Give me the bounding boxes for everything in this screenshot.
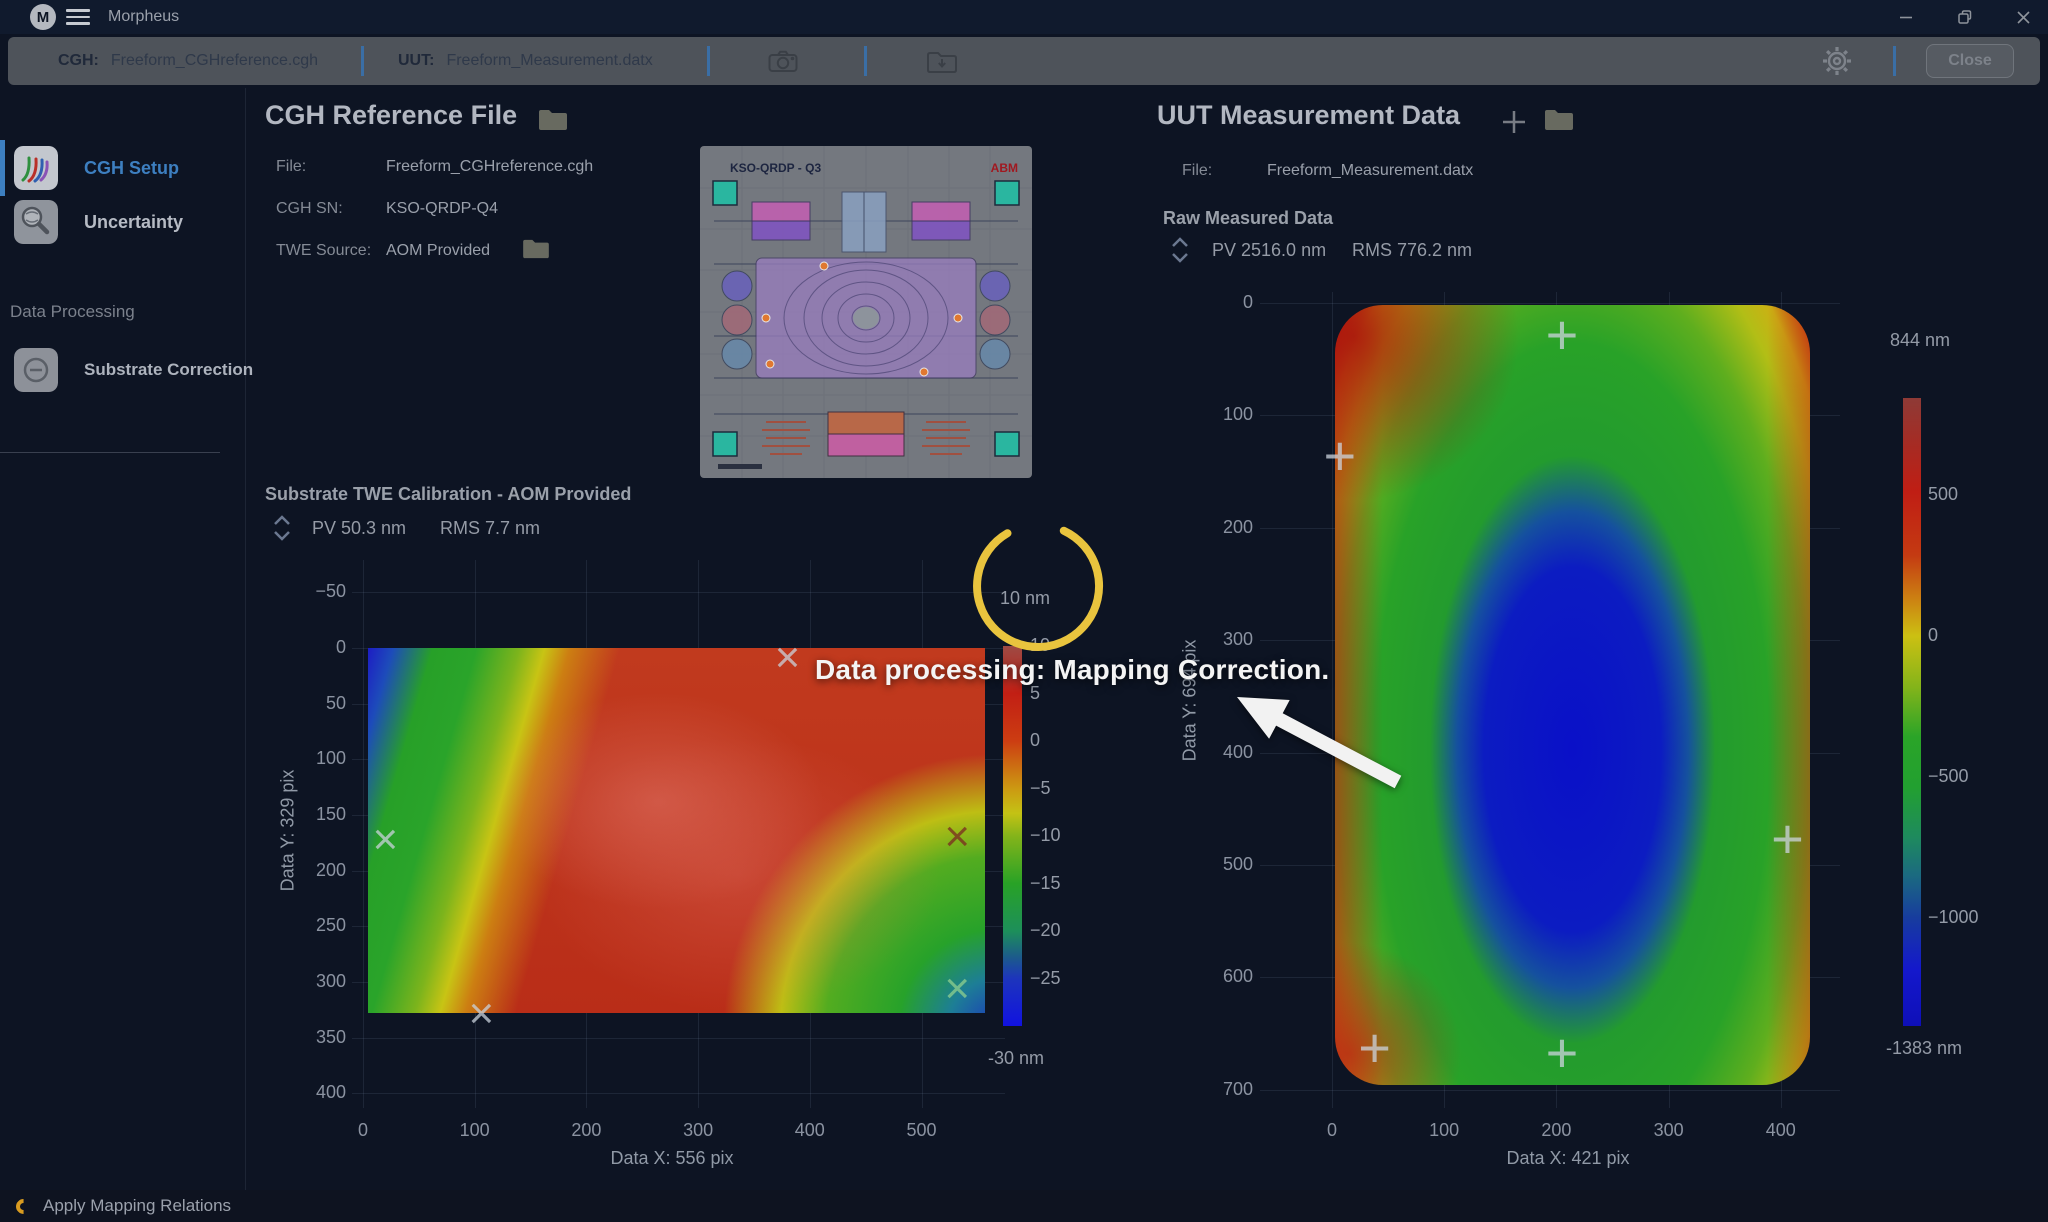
gridline-horizontal [1260,303,1840,304]
sidebar-section-label: Data Processing [10,302,135,321]
settings-button[interactable] [1820,37,1854,85]
sidebar-item-substrate-correction[interactable]: Substrate Correction [14,348,253,392]
sidebar-item-uncertainty[interactable]: Uncertainty [14,200,183,244]
left-colorbar-max-label: 10 nm [999,588,1050,608]
hamburger-menu-icon[interactable] [66,9,90,25]
sidebar-item-label: CGH Setup [84,157,180,178]
sidebar-divider [245,88,246,1190]
cgh-file-chip[interactable]: CGH: Freeform_CGHreference.cgh [58,37,318,85]
toolbar-separator [361,46,364,76]
toolbar-separator [1893,46,1896,76]
toolbar: CGH: Freeform_CGHreference.cgh UUT: Free… [8,37,2040,85]
gridline-horizontal [352,1093,1005,1095]
right-plot-xlabel: Data X: 421 pix [1506,1148,1630,1168]
cgh-layout-thumbnail[interactable]: KSO-QRDP - Q3 ABM [700,146,1032,478]
gridline-vertical [1332,292,1333,1108]
app-title: Morpheus [108,8,180,25]
right-colorbar-min-label: -1383 nm [1886,1038,1963,1058]
uut-file-value: Freeform_Measurement.datx [1267,162,1474,179]
twe-source-label: TWE Source: [276,242,372,259]
active-nav-indicator [0,140,5,196]
folder-icon[interactable] [1544,108,1574,132]
app-logo-icon: M [30,4,56,30]
cgh-panel-title: CGH Reference File [265,100,518,130]
uut-pv: PV 2516.0 nm [1212,240,1327,260]
screenshot-button[interactable] [768,37,798,85]
status-bar: Apply Mapping Relations [0,1190,2048,1222]
processing-message: Data processing: Mapping Correction. [815,654,1330,685]
twe-source-value: AOM Provided [386,242,491,259]
substrate-pv: PV 50.3 nm [312,518,407,538]
folder-download-icon [927,51,957,73]
cgh-file-value: Freeform_CGHreference.cgh [386,158,594,175]
right-plot-ylabel: Data Y: 694 pix [1179,639,1200,762]
gridline-horizontal [352,1037,1005,1039]
camera-icon [768,50,798,72]
raw-data-title: Raw Measured Data [1163,208,1334,228]
uut-file-name: Freeform_Measurement.datx [446,52,653,69]
expand-collapse-icon[interactable] [1170,236,1190,264]
minimize-button[interactable] [1885,4,1927,30]
substrate-rms: RMS 7.7 nm [440,518,541,538]
file-label: File: [276,158,307,175]
cgh-sn-value: KSO-QRDP-Q4 [386,200,499,217]
add-measurement-icon[interactable] [1500,108,1528,136]
toolbar-separator [707,46,710,76]
left-plot-xlabel: Data X: 556 pix [610,1148,734,1168]
left-colorbar-min-label: -30 nm [988,1048,1045,1068]
left-colorbar [1003,646,1022,1026]
uut-rms: RMS 776.2 nm [1352,240,1473,260]
title-bar: M Morpheus [0,0,2048,34]
gear-icon [1823,47,1851,75]
thumb-title: KSO-QRDP - Q3 [730,161,821,175]
substrate-correction-icon [14,348,58,392]
close-window-icon[interactable] [2002,4,2044,30]
thumb-logo: ABM [991,161,1018,175]
expand-collapse-icon[interactable] [272,514,292,542]
close-button[interactable]: Close [1926,44,2014,78]
export-button[interactable] [926,37,958,85]
restore-button[interactable] [1944,4,1986,30]
gridline-vertical [363,560,364,1108]
right-colorbar [1903,398,1921,1026]
sidebar-section-divider [0,452,220,453]
toolbar-separator [864,46,867,76]
sidebar-item-cgh-setup[interactable]: CGH Setup [14,146,179,190]
folder-icon[interactable] [538,108,568,132]
cgh-setup-icon [14,146,58,190]
cgh-label: CGH: [58,52,99,69]
uut-panel-title: UUT Measurement Data [1157,100,1461,130]
raw-measurement-heatmap[interactable] [1335,305,1810,1085]
folder-icon[interactable] [522,238,550,260]
uncertainty-icon [14,200,58,244]
right-colorbar-max-label: 844 nm [1890,330,1951,350]
left-plot-ylabel: Data Y: 329 pix [277,769,298,892]
status-message: Apply Mapping Relations [43,1196,232,1215]
sidebar-item-label: Substrate Correction [84,360,254,379]
gridline-horizontal [352,592,1005,594]
substrate-twe-heatmap[interactable] [368,648,985,1013]
sidebar-item-label: Uncertainty [84,211,184,232]
cgh-file-name: Freeform_CGHreference.cgh [110,52,319,69]
gridline-horizontal [1260,1089,1840,1091]
substrate-section-title: Substrate TWE Calibration - AOM Provided [265,484,632,504]
cgh-sn-label: CGH SN: [276,200,343,217]
file-label: File: [1182,162,1213,179]
uut-label: UUT: [398,52,435,69]
uut-file-chip[interactable]: UUT: Freeform_Measurement.datx [398,37,653,85]
